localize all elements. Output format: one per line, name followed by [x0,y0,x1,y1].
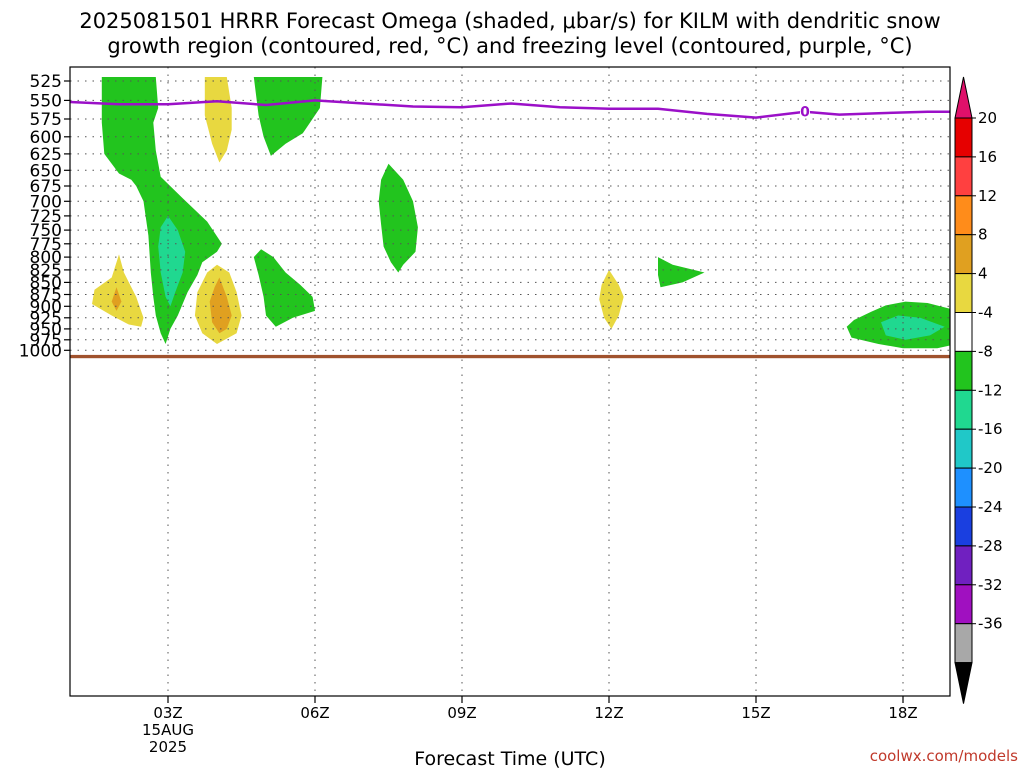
freezing-level-layer: 0 [70,99,950,121]
freezing-level-contour-label: 0 [800,105,810,121]
y-tick-label-800: 800 [30,248,62,268]
surface-bar [70,354,950,359]
colorbar-label-8: -16 [978,420,1003,438]
colorbar-top-arrow [954,76,973,119]
colorbar-swatch-4 [954,273,973,314]
y-tick-label-975: 975 [30,331,62,351]
omega-region-0 [101,77,222,344]
colorbar-label-12: -32 [978,576,1003,594]
colorbar-swatch-2 [954,195,973,236]
colorbar-swatch-9 [954,467,973,508]
omega-region-1 [253,77,323,156]
y-tick-label-600: 600 [30,128,62,148]
chart-title-line-1: 2025081501 HRRR Forecast Omega (shaded, … [79,9,940,33]
y-tick-label-725: 725 [30,207,62,227]
x-tick-label-12Z: 12Z [594,704,623,722]
colorbar-label-13: -36 [978,615,1003,633]
omega-region-11 [599,269,624,329]
x-tick-date-label: 15AUG [142,721,194,739]
omega-region-12 [209,277,232,334]
y-tick-label-625: 625 [30,145,62,165]
y-tick-label-900: 900 [30,297,62,317]
freezing-label-bg [800,103,810,119]
plot-frame [69,66,951,697]
colorbar-swatch-6 [954,350,973,391]
colorbar-label-10: -24 [978,498,1003,516]
omega-region-6 [158,215,186,307]
colorbar-swatch-1 [954,156,973,197]
y-tick-label-1000: 1000 [19,341,62,361]
y-tick-label-925: 925 [30,309,62,329]
x-tick-year-label: 2025 [149,738,187,756]
y-tick-label-575: 575 [30,110,62,130]
y-tick-label-525: 525 [30,72,62,92]
omega-region-4 [658,257,705,288]
chart-title-line-2: growth region (contoured, red, °C) and f… [107,34,912,58]
y-tick-label-775: 775 [30,235,62,255]
omega-region-2 [378,163,418,273]
x-tick-label-18Z: 18Z [888,704,917,722]
x-tick-label-06Z: 06Z [300,704,329,722]
x-tick-label-03Z: 03Z [153,704,182,722]
y-tick-label-550: 550 [30,91,62,111]
colorbar-label-7: -12 [978,381,1003,399]
colorbar-label-11: -28 [978,537,1003,555]
y-tick-label-750: 750 [30,221,62,241]
plot-area: 0 [70,67,950,696]
colorbar-label-4: 4 [978,265,988,283]
y-tick-label-700: 700 [30,192,62,212]
y-tick-label-875: 875 [30,286,62,306]
colorbar-label-2: 12 [978,187,997,205]
colorbar-swatch-8 [954,428,973,469]
colorbar-swatch-13 [954,623,973,664]
colorbar-swatch-5 [954,312,973,352]
colorbar-label-9: -20 [978,459,1003,477]
x-axis-title: Forecast Time (UTC) [414,748,605,768]
omega-region-8 [204,77,232,163]
y-tick-label-650: 650 [30,161,62,181]
freezing-level-line [70,99,950,119]
omega-shading-layer [92,77,950,349]
y-tick-label-825: 825 [30,261,62,281]
colorbar-bottom-arrow [954,662,973,704]
omega-region-3 [253,249,315,327]
colorbar-label-3: 8 [978,226,988,244]
colorbar-label-1: 16 [978,148,997,166]
colorbar-swatch-3 [954,234,973,275]
omega-region-9 [92,254,144,327]
colorbar-swatch-0 [954,117,973,158]
colorbar-swatch-7 [954,389,973,430]
y-tick-label-950: 950 [30,320,62,340]
colorbar-label-6: -8 [978,342,993,360]
colorbar-swatch-10 [954,506,973,547]
omega-region-13 [111,287,122,311]
credit-text: coolwx.com/models [870,747,1018,765]
colorbar-label-0: 20 [978,109,997,127]
pressure-axis: 5255505756006256506757007257507758008258… [19,72,70,361]
colorbar: 20 16 12 8 4 -4 -8 -12 -16 -20 -24 -28 -32 -36 [954,76,1003,704]
colorbar-label-5: -4 [978,304,993,322]
x-tick-label-09Z: 09Z [447,704,476,722]
colorbar-swatch-12 [954,584,973,625]
omega-region-7 [881,315,945,340]
gridlines [70,67,950,696]
x-tick-label-15Z: 15Z [741,704,770,722]
colorbar-swatch-11 [954,545,973,586]
surface-layer [70,354,950,359]
y-tick-label-675: 675 [30,177,62,197]
y-tick-label-850: 850 [30,273,62,293]
